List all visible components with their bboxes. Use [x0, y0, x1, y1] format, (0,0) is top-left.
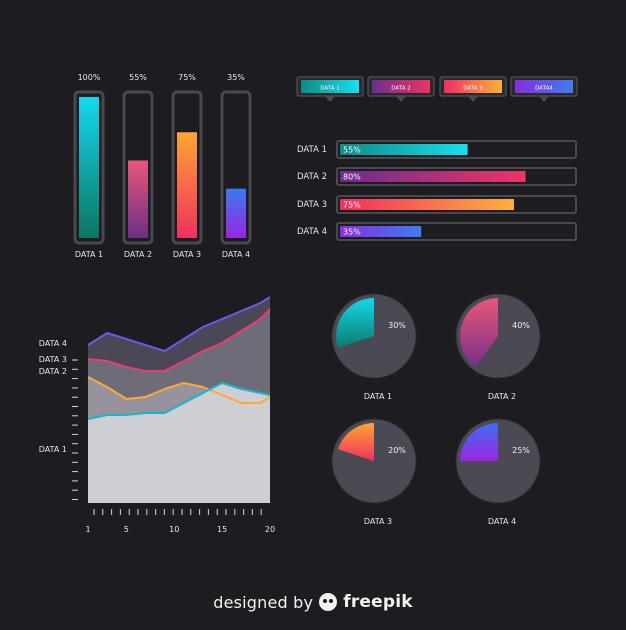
hbar-category-label-data-4: DATA 4	[297, 227, 327, 237]
area-line-data-3	[87, 308, 271, 372]
hbar-category-label-data-1: DATA 1	[297, 145, 327, 155]
vbar-category-label-data-1: DATA 1	[75, 250, 103, 259]
area-line-data-4	[87, 296, 271, 352]
pie-category-label-data-3: DATA 3	[364, 517, 392, 526]
y-axis-label-data-3: DATA 3	[39, 355, 67, 364]
vbar-data-2	[128, 160, 148, 238]
area-fill-data-1	[88, 383, 270, 503]
pie-category-label-data-2: DATA 2	[488, 392, 516, 401]
legend-swatch-1	[372, 80, 430, 93]
legend: DATA 1 DATA 2 DATA 3 DATA4	[296, 76, 578, 102]
vbar-data-4	[226, 188, 246, 238]
hbar-data-2	[340, 171, 526, 182]
pie-slice-data-2	[460, 298, 498, 367]
y-axis-label-data-4: DATA 4	[39, 339, 67, 348]
vbar-category-label-data-4: DATA 4	[222, 250, 250, 259]
vbar-category-label-data-2: DATA 2	[124, 250, 152, 259]
legend-pointer-1	[396, 96, 406, 102]
hbar-category-label-data-2: DATA 2	[297, 172, 327, 182]
pie-category-label-data-1: DATA 1	[364, 392, 392, 401]
credit-prefix: designed by	[213, 592, 314, 612]
vbar-category-label-data-3: DATA 3	[173, 250, 201, 259]
pie-charts: 30% DATA 1 40% DATA 2 20% DATA 3 25% DATA 4	[331, 293, 541, 526]
area-line-data-2	[87, 376, 271, 404]
legend-label-1: DATA 2	[391, 86, 410, 92]
pie-slice-data-4	[460, 423, 498, 461]
pie-value-label-data-1: 30%	[388, 321, 406, 330]
legend-swatch-0	[301, 80, 359, 93]
legend-pointer-2	[468, 96, 478, 102]
hbar-data-4	[340, 226, 422, 237]
freepik-logo-icon	[319, 593, 338, 611]
x-axis-tick-label-5: 5	[124, 525, 129, 534]
hbar-value-label-data-1: 55%	[343, 146, 361, 155]
legend-swatch-2	[444, 80, 502, 93]
hbar-data-1	[340, 144, 468, 155]
vbar-value-label-data-2: 55%	[129, 73, 147, 82]
pie-slice-data-1	[336, 298, 374, 348]
x-axis-tick-label-15: 15	[217, 525, 227, 534]
legend-pointer-0	[325, 96, 335, 102]
hbar-value-label-data-4: 35%	[343, 228, 361, 237]
x-axis-tick-label-20: 20	[265, 525, 275, 534]
vbar-data-1	[79, 97, 99, 238]
horizontal-bar-chart: DATA 1 55% DATA 2 80% DATA 3 75% DATA 4 35%	[297, 140, 577, 241]
legend-label-3: DATA4	[535, 86, 553, 92]
vbar-value-label-data-1: 100%	[78, 73, 101, 82]
area-line-data-1	[87, 382, 271, 420]
vertical-bar-chart: 100% DATA 1 55% DATA 2 75% DATA 3 35% DATA 4	[73, 73, 252, 259]
pie-category-label-data-4: DATA 4	[488, 517, 516, 526]
legend-label-2: DATA 3	[463, 86, 483, 92]
legend-label-0: DATA 1	[320, 86, 339, 92]
x-axis-tick-label-10: 10	[169, 525, 179, 534]
hbar-data-3	[340, 199, 514, 210]
vbar-data-3	[177, 132, 197, 238]
legend-swatch-3	[515, 80, 573, 93]
pie-value-label-data-3: 20%	[388, 446, 406, 455]
y-axis-label-data-1: DATA 1	[39, 445, 67, 454]
legend-pointer-3	[539, 96, 549, 102]
y-axis-label-data-2: DATA 2	[39, 367, 67, 376]
credit-brand: freepik	[343, 592, 413, 612]
pie-slice-data-3	[337, 423, 374, 461]
vbar-value-label-data-3: 75%	[178, 73, 196, 82]
pie-value-label-data-4: 25%	[512, 446, 530, 455]
designer-credit: designed by freepik	[0, 588, 626, 616]
x-axis-tick-label-1: 1	[85, 525, 90, 534]
hbar-value-label-data-3: 75%	[343, 201, 361, 210]
hbar-value-label-data-2: 80%	[343, 173, 361, 182]
hbar-category-label-data-3: DATA 3	[297, 200, 327, 210]
vbar-value-label-data-4: 35%	[227, 73, 245, 82]
pie-value-label-data-2: 40%	[512, 321, 530, 330]
